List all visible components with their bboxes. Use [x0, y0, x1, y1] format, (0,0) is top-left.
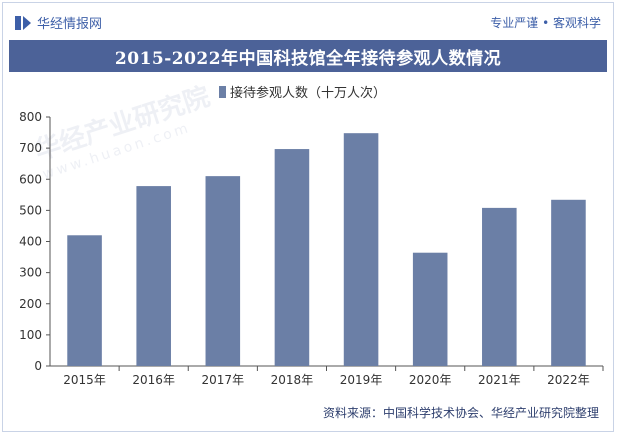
y-tick-label: 100 — [19, 328, 42, 342]
logo-text: 华经情报网 — [37, 17, 103, 32]
x-tick-label: 2019年 — [340, 373, 383, 387]
x-tick-label: 2016年 — [132, 373, 175, 387]
bar-5 — [343, 133, 379, 366]
x-tick-label: 2015年 — [63, 373, 106, 387]
x-tick-label: 2018年 — [271, 373, 314, 387]
bar-7 — [482, 207, 517, 366]
site-logo[interactable]: 华经情报网 — [15, 13, 102, 32]
bar-1 — [67, 235, 102, 366]
bar-chart: 接待参观人数（十万人次） 0 100 200 300 400 500 600 700 800 201… — [19, 85, 604, 387]
y-tick-label: 200 — [19, 297, 42, 311]
x-tick-label: 2020年 — [409, 373, 452, 387]
y-tick-label: 600 — [19, 172, 42, 186]
y-tick-label: 0 — [34, 359, 42, 373]
x-tick-label: 2017年 — [202, 373, 245, 387]
legend-swatch — [219, 86, 226, 98]
y-tick-label: 700 — [19, 141, 42, 155]
bar-6 — [412, 252, 448, 366]
data-source: 资料来源：中国科学技术协会、华经产业研究院整理 — [322, 406, 599, 420]
x-tick-label: 2021年 — [478, 373, 521, 387]
chart-title: 2015-2022年中国科技馆全年接待参观人数情况 — [114, 48, 502, 69]
y-tick-label: 500 — [19, 203, 42, 217]
y-tick-label: 400 — [19, 235, 42, 249]
bar-8 — [551, 199, 586, 366]
bar-2 — [136, 186, 171, 366]
y-tick-label: 800 — [19, 110, 42, 124]
bar-3 — [205, 176, 241, 366]
legend-label: 接待参观人数（十万人次） — [230, 85, 386, 101]
title-bar: 2015-2022年中国科技馆全年接待参观人数情况 — [9, 40, 607, 72]
header-bar: 华经情报网 专业严谨 • 客观科学 — [3, 3, 613, 39]
logo-icon — [15, 15, 31, 30]
tagline: 专业严谨 • 客观科学 — [490, 16, 601, 30]
chart-frame: 华经情报网 专业严谨 • 客观科学 2015-2022年中国科技馆全年接待参观人… — [2, 2, 614, 432]
bar-4 — [274, 149, 310, 366]
x-tick-label: 2022年 — [547, 373, 590, 387]
y-tick-label: 300 — [19, 266, 42, 280]
